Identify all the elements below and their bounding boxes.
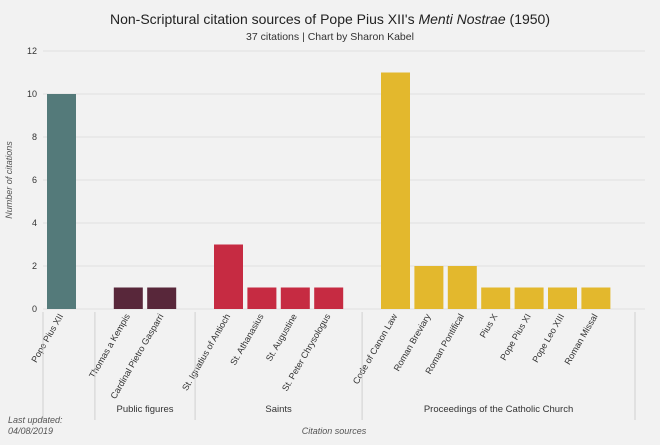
x-axis-label: Citation sources (302, 426, 367, 436)
y-tick-label: 4 (32, 218, 37, 228)
y-tick-label: 6 (32, 175, 37, 185)
x-tick-label: Roman Missal (562, 312, 599, 366)
x-tick-label: St. Augustine (264, 312, 299, 363)
chart-title: Non-Scriptural citation sources of Pope … (110, 11, 550, 27)
bar (381, 72, 410, 309)
y-tick-label: 2 (32, 261, 37, 271)
x-tick-label: Pope Leo XIII (530, 312, 566, 364)
bar (447, 266, 477, 309)
group-label: Proceedings of the Catholic Church (424, 404, 573, 415)
bar (214, 244, 243, 309)
x-tick-label: Code of Canon Law (351, 312, 400, 386)
group-label: Public figures (116, 404, 173, 415)
bar (280, 287, 310, 309)
x-tick-label: Pope Pius XII (29, 312, 65, 364)
chart-title-italic: Menti Nostrae (418, 11, 505, 27)
group-label: Saints (265, 404, 292, 415)
y-tick-label: 0 (32, 304, 37, 314)
last-updated-date: 04/08/2019 (8, 426, 53, 436)
y-tick-label: 12 (27, 46, 37, 56)
bar (514, 287, 544, 309)
chart-title-suffix: (1950) (506, 11, 550, 27)
y-axis-label: Number of citations (4, 141, 14, 219)
bar-layer (47, 72, 611, 309)
bar (47, 94, 76, 309)
grid-layer: 0 2 4 6 8 10 12 (27, 46, 645, 314)
bar (548, 287, 577, 309)
bar (314, 287, 344, 309)
bar (414, 266, 444, 309)
bar (481, 287, 511, 309)
chart-title-prefix: Non-Scriptural citation sources of Pope … (110, 11, 418, 27)
x-tick-label: Pope Pius XI (498, 312, 533, 362)
y-tick-label: 10 (27, 89, 37, 99)
bar (113, 287, 143, 309)
y-tick-label: 8 (32, 132, 37, 142)
x-tick-label: Pius X (478, 312, 500, 340)
x-tick-label: St. Ignatius of Antioch (180, 312, 232, 392)
x-tick-label: St. Athanasius (228, 312, 266, 367)
bar (247, 287, 277, 309)
group-layer: Public figures Saints Proceedings of the C… (42, 312, 636, 420)
chart-subtitle: 37 citations | Chart by Sharon Kabel (246, 31, 414, 43)
bar (147, 287, 177, 309)
last-updated-label: Last updated: (8, 415, 63, 425)
bar (581, 287, 611, 309)
